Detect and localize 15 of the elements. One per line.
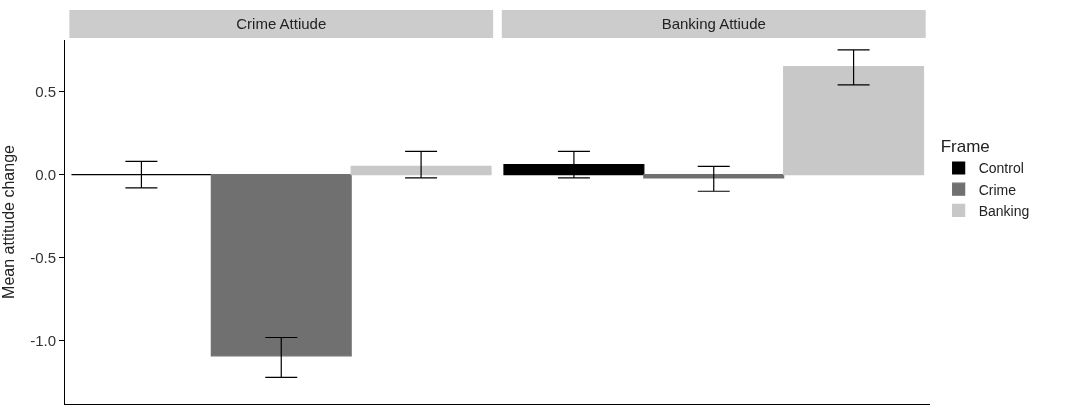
y-tick-label: 0.0: [35, 165, 56, 183]
x-tick-label: Banking Attiude: [661, 15, 766, 32]
bar: [783, 65, 925, 176]
bar: [350, 165, 492, 176]
y-tick-label: 0.5: [35, 82, 56, 100]
legend-label: Control: [978, 160, 1024, 177]
x-tick-label: Crime Attiude: [236, 15, 327, 32]
bar: [210, 174, 352, 357]
y-tick-label: -1.0: [30, 332, 56, 350]
legend-label: Crime: [978, 181, 1017, 198]
y-axis-title: Mean attitude change: [0, 144, 17, 299]
bar: [643, 174, 785, 179]
legend-label: Banking: [978, 202, 1030, 219]
legend-title: Frame: [940, 137, 990, 157]
y-tick-label: -0.5: [30, 248, 56, 266]
